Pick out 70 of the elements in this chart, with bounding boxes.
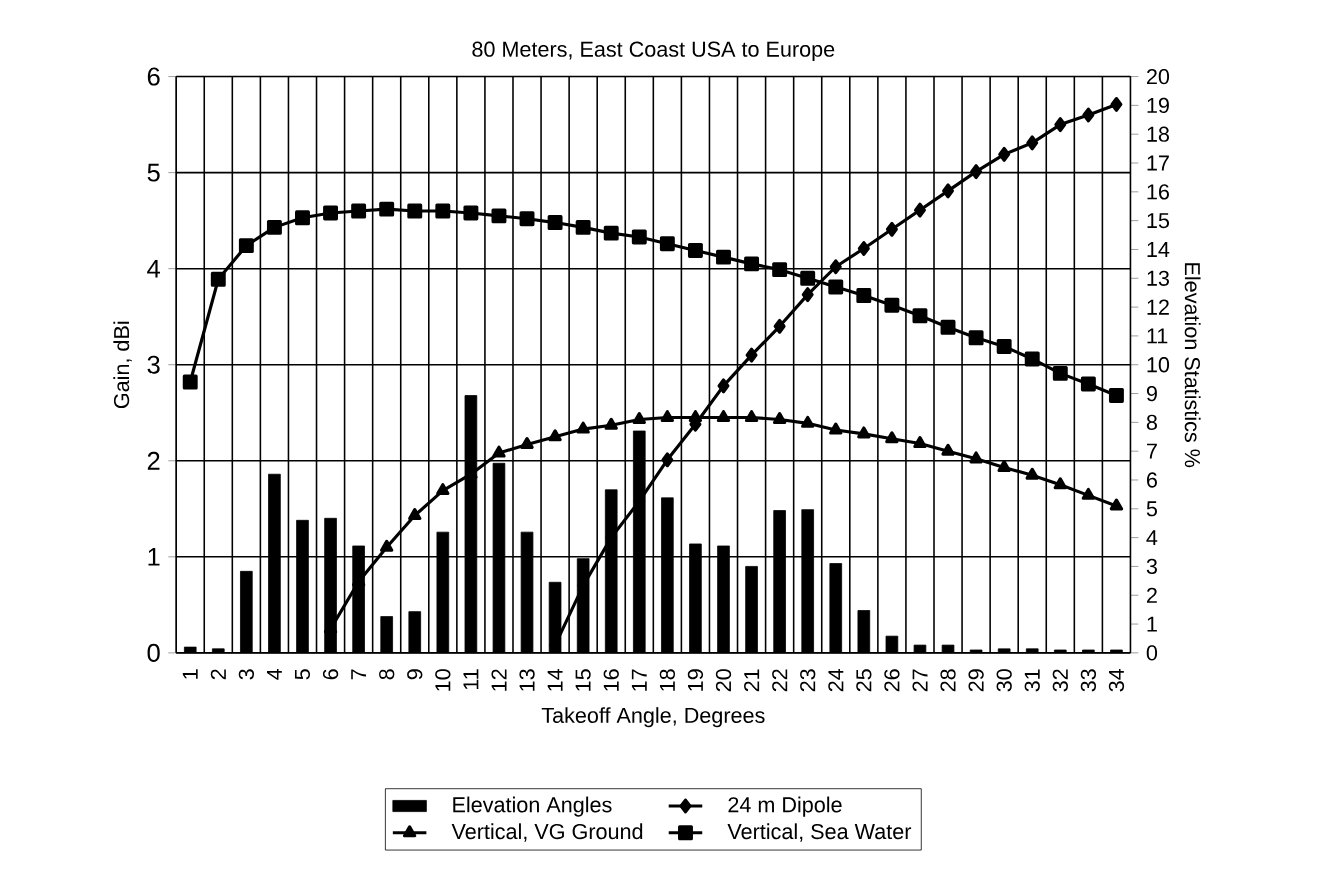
x-tick-label: 15	[575, 669, 591, 691]
x-tick-label: 24	[828, 669, 844, 692]
y2-tick-label: 10	[1147, 357, 1170, 373]
y-tick-label: 4	[147, 260, 160, 278]
x-tick-label: 12	[491, 669, 507, 691]
y2-tick-label: 2	[1146, 587, 1157, 604]
x-tick-label: 11	[463, 669, 479, 690]
x-tick-label: 1	[182, 669, 198, 679]
y2-tick-label: 17	[1147, 155, 1169, 171]
chart-title: 80 Meters, East Coast USA to Europe	[472, 41, 835, 62]
y2-tick-label: 1	[1147, 616, 1157, 632]
y2-tick-label: 3	[1146, 559, 1157, 575]
x-tick-label: 3	[238, 669, 255, 680]
x-tick-label: 9	[407, 669, 423, 680]
x-tick-label: 18	[659, 669, 676, 691]
y-axis-title: Gain, dBi	[113, 322, 132, 409]
y2-tick-label: 14	[1147, 242, 1170, 258]
x-tick-label: 25	[856, 669, 872, 692]
x-tick-label: 29	[968, 669, 984, 692]
x-tick-label: 23	[800, 669, 816, 692]
y-tick-label: 3	[147, 355, 160, 375]
y2-tick-label: 16	[1147, 184, 1169, 200]
y2-tick-label: 12	[1147, 299, 1169, 315]
y2-tick-label: 15	[1147, 213, 1170, 229]
y-tick-label: 1	[148, 548, 160, 566]
y2-tick-label: 18	[1147, 126, 1169, 143]
y2-tick-label: 9	[1146, 386, 1157, 402]
legend-label: Elevation Angles	[453, 796, 612, 817]
y2-tick-label: 19	[1147, 98, 1169, 114]
x-tick-label: 30	[996, 669, 1012, 692]
x-tick-label: 17	[631, 669, 647, 691]
x-tick-label: 31	[1024, 669, 1040, 692]
x-tick-label: 21	[744, 669, 760, 692]
x-tick-label: 6	[322, 669, 339, 680]
y2-axis-title: Elevation Statistics %	[1184, 263, 1201, 468]
x-tick-label: 10	[435, 669, 451, 691]
x-tick-label: 7	[351, 669, 367, 680]
y2-tick-label: 8	[1146, 414, 1157, 431]
x-tick-label: 22	[772, 669, 788, 692]
x-tick-label: 27	[912, 669, 928, 692]
x-tick-label: 2	[210, 669, 226, 680]
legend-label: Vertical, VG Ground	[451, 823, 643, 842]
x-tick-label: 28	[940, 669, 956, 692]
legend-label: 24 m Dipole	[728, 796, 842, 817]
y2-tick-label: 6	[1147, 472, 1157, 488]
x-tick-label: 14	[547, 669, 563, 691]
y2-tick-label: 0	[1146, 645, 1158, 661]
x-tick-label: 34	[1108, 669, 1125, 692]
y2-tick-label: 20	[1146, 69, 1170, 85]
x-tick-label: 13	[519, 669, 535, 691]
x-tick-label: 20	[715, 669, 732, 692]
x-tick-label: 4	[267, 669, 282, 681]
y-tick-label: 2	[147, 452, 160, 470]
x-tick-label: 26	[884, 669, 900, 692]
y-tick-label: 0	[147, 644, 160, 663]
x-tick-label: 16	[603, 669, 619, 691]
y2-tick-label: 5	[1146, 501, 1157, 517]
legend-label: Vertical, Sea Water	[727, 823, 912, 842]
x-axis-title: Takeoff Angle, Degrees	[541, 707, 765, 728]
x-tick-label: 19	[687, 669, 704, 691]
x-tick-label: 32	[1052, 669, 1068, 692]
y-tick-label: 5	[147, 163, 160, 182]
x-tick-label: 33	[1080, 669, 1097, 692]
y2-tick-label: 11	[1147, 328, 1168, 344]
x-tick-label: 5	[294, 669, 311, 680]
y2-tick-label: 4	[1146, 530, 1158, 546]
y-tick-label: 6	[147, 67, 160, 86]
y2-tick-label: 13	[1147, 270, 1169, 287]
y2-tick-label: 7	[1147, 444, 1157, 459]
x-tick-label: 8	[379, 669, 395, 680]
